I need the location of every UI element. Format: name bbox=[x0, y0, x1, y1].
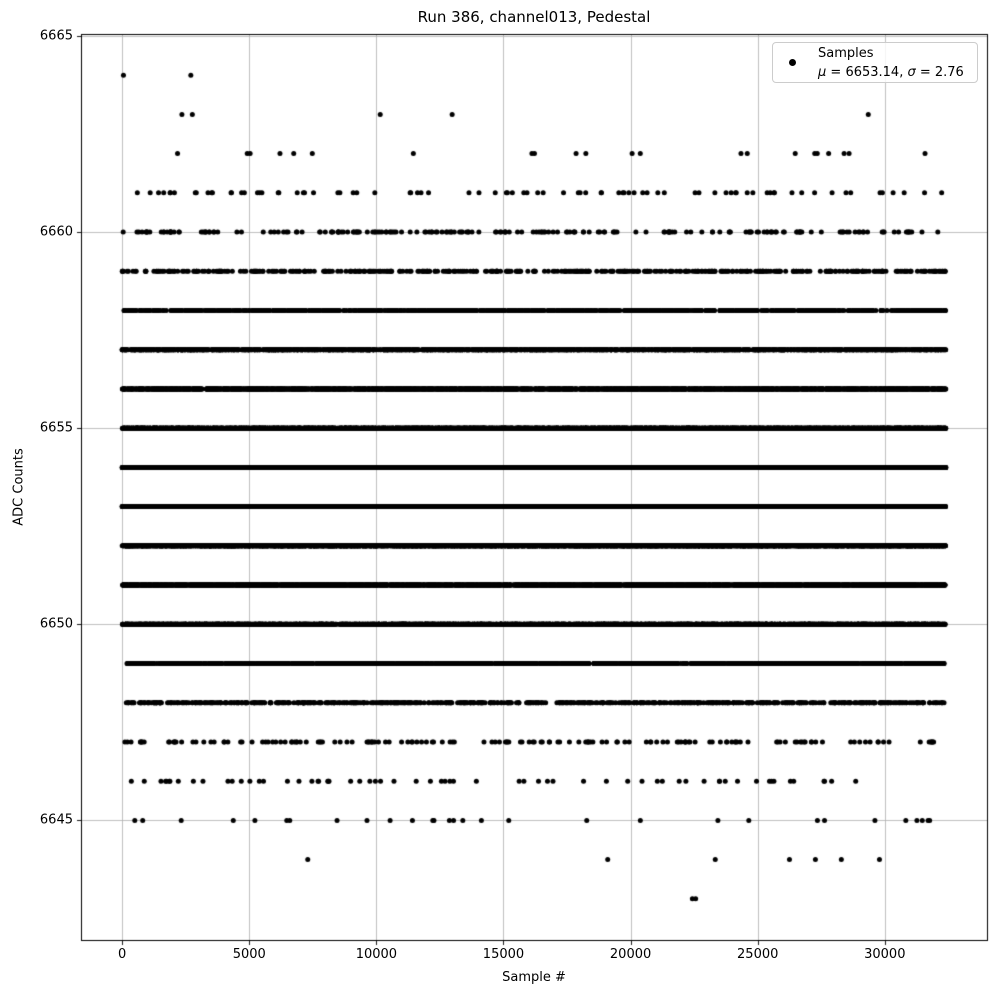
y-tick-label: 6665 bbox=[39, 28, 73, 44]
chart-title: Run 386, channel013, Pedestal bbox=[417, 8, 651, 26]
x-tick-label: 30000 bbox=[864, 947, 906, 962]
x-tick-label: 25000 bbox=[737, 947, 779, 962]
legend-text: Samples μ = 6653.14, σ = 2.76 bbox=[818, 44, 964, 82]
y-tick-label: 6655 bbox=[39, 420, 73, 436]
x-axis-label: Sample # bbox=[502, 970, 566, 985]
sigma-value: = 2.76 bbox=[915, 64, 964, 80]
y-tick-label: 6650 bbox=[39, 616, 73, 632]
y-tick-label: 6645 bbox=[39, 812, 73, 828]
x-tick-label: 20000 bbox=[609, 947, 652, 962]
legend-samples-label: Samples bbox=[818, 45, 874, 61]
mu-symbol: μ bbox=[818, 64, 827, 80]
y-tick-label: 6660 bbox=[39, 224, 73, 240]
legend-stats-label: μ = 6653.14, σ = 2.76 bbox=[818, 63, 964, 82]
x-tick-label: 10000 bbox=[355, 947, 398, 962]
sample-marker-icon bbox=[789, 59, 796, 66]
x-tick-label: 0 bbox=[118, 947, 127, 962]
sigma-symbol: σ bbox=[907, 64, 916, 80]
mu-value: = 6653.14, bbox=[826, 64, 908, 80]
legend: Samples μ = 6653.14, σ = 2.76 bbox=[772, 42, 978, 83]
x-tick-label: 5000 bbox=[232, 947, 266, 962]
y-axis-label: ADC Counts bbox=[11, 448, 27, 526]
x-tick-label: 15000 bbox=[482, 947, 525, 962]
